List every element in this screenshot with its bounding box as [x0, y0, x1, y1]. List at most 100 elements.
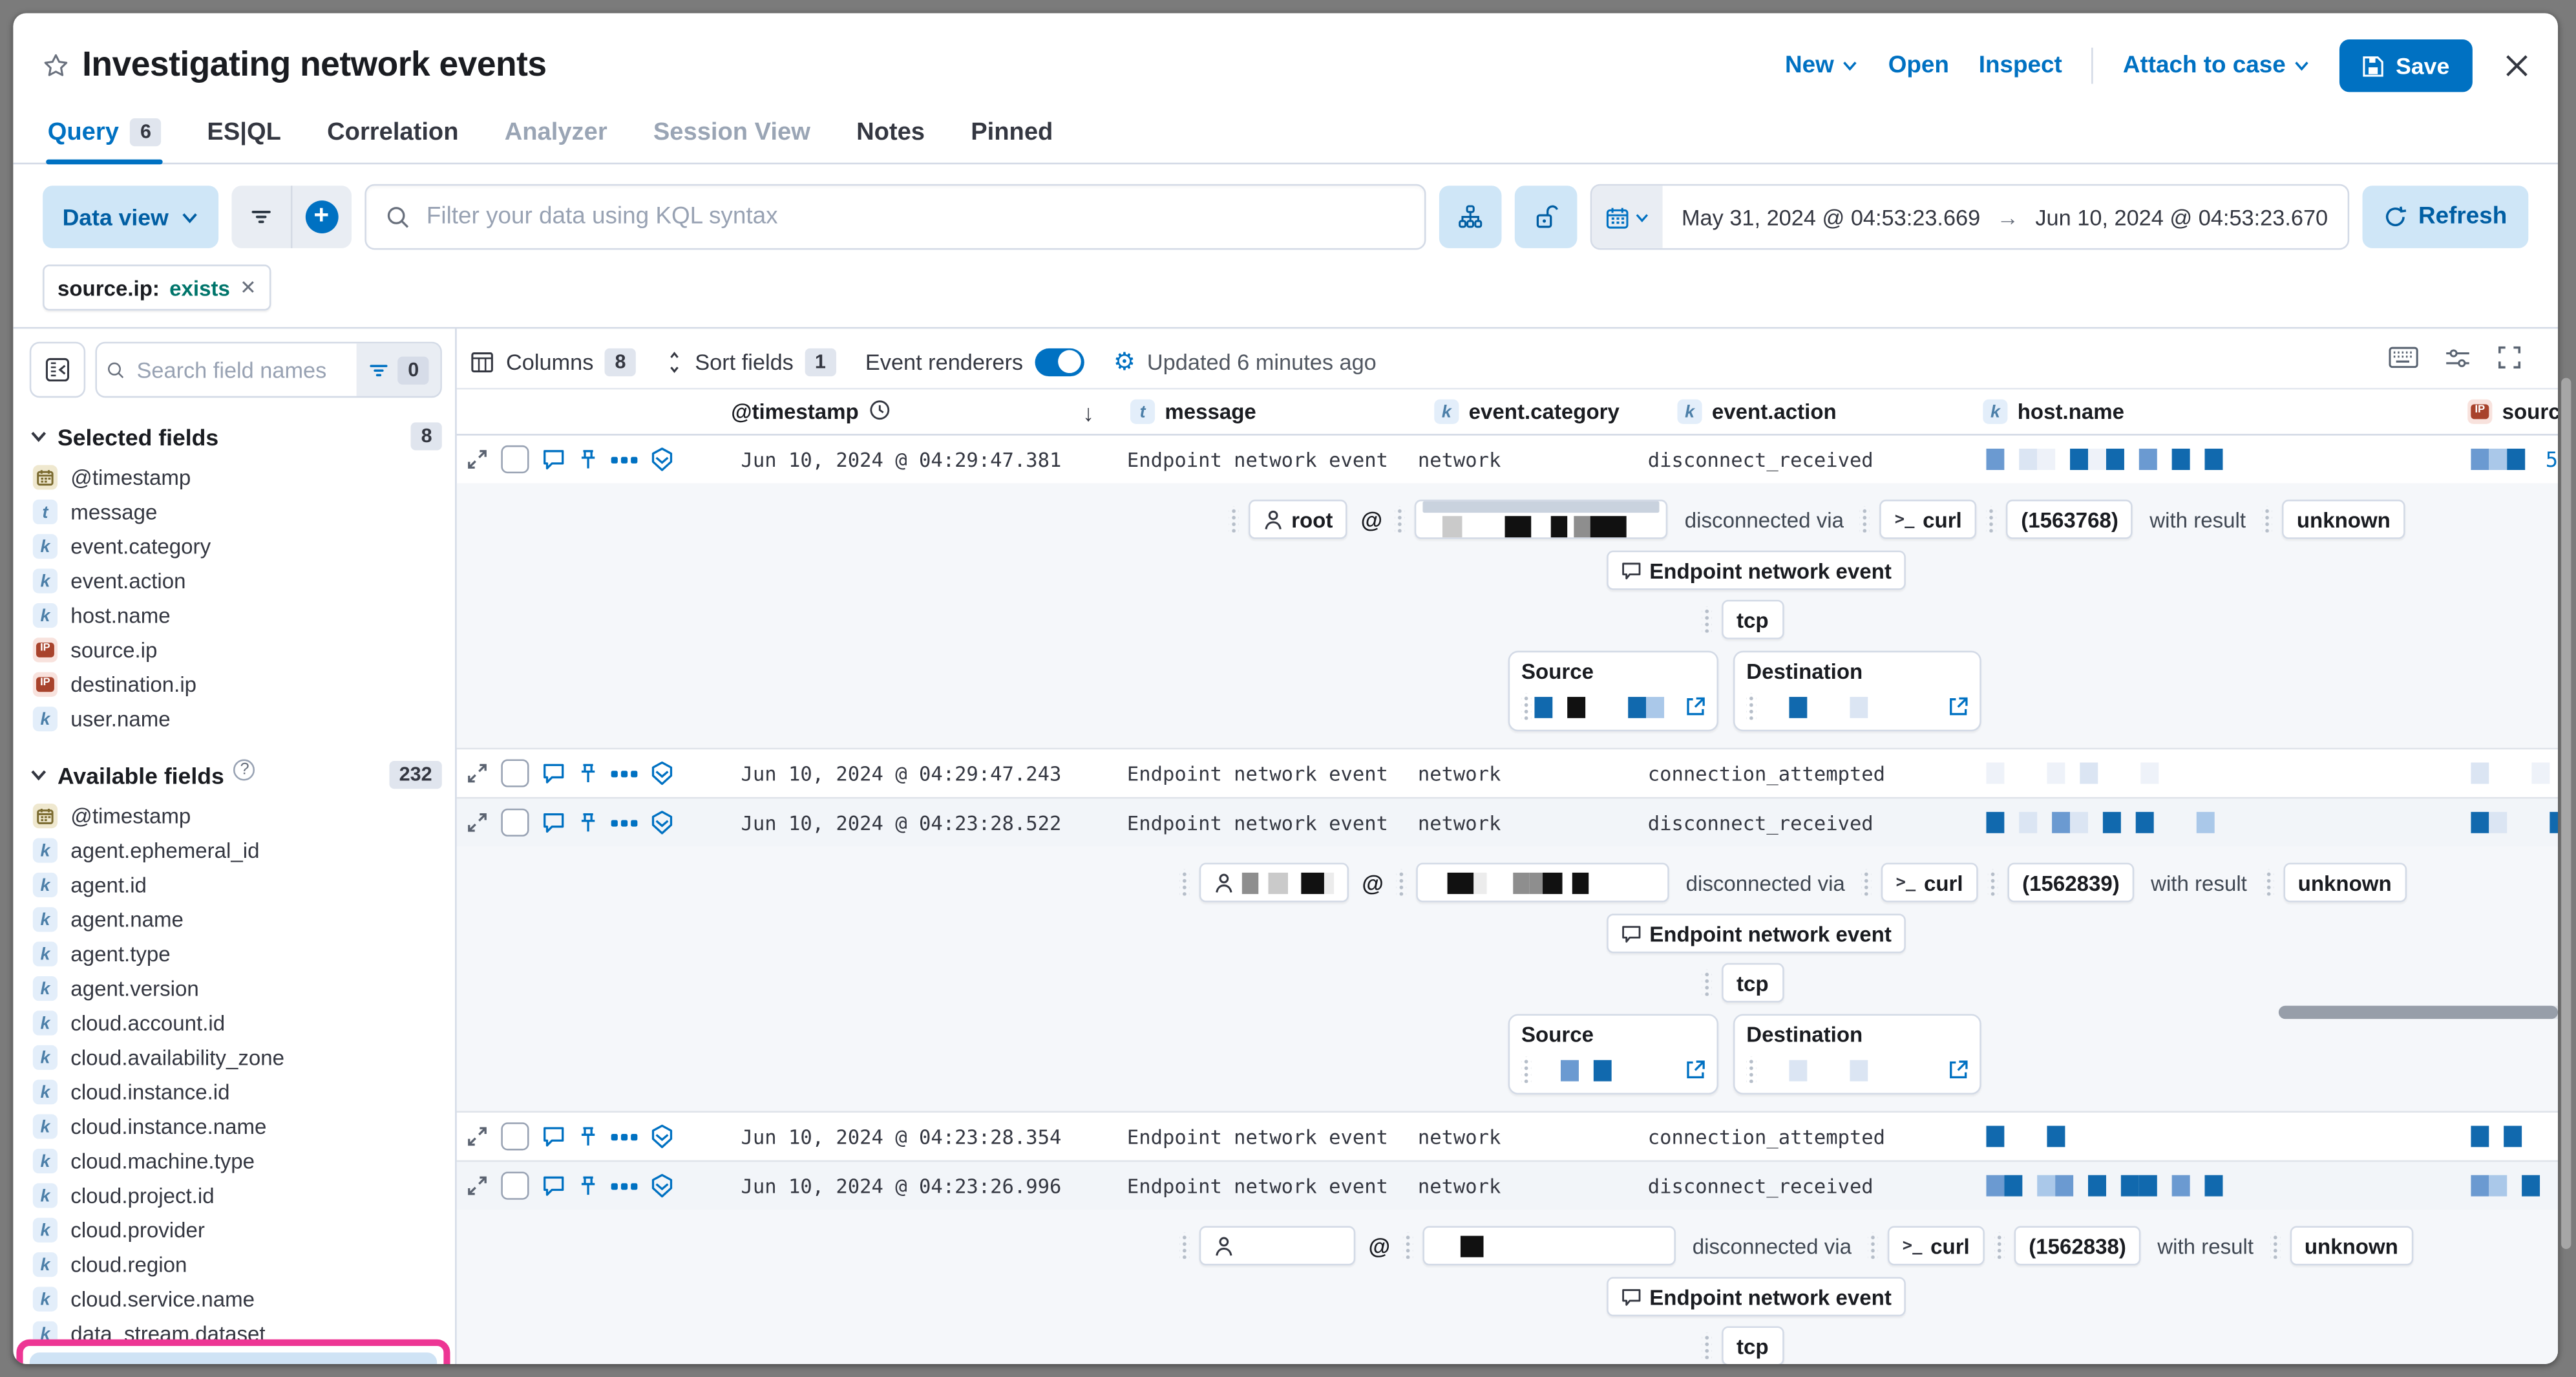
field-search-input[interactable]: [133, 356, 348, 384]
cell-message[interactable]: Endpoint network event: [1126, 762, 1388, 785]
row-checkbox[interactable]: [501, 1171, 529, 1200]
available-field-item[interactable]: k cloud.region: [30, 1247, 442, 1281]
event-renderers-toggle[interactable]: [1034, 347, 1084, 376]
cell-event-category[interactable]: network: [1417, 1125, 1501, 1148]
drag-handle[interactable]: [1179, 1232, 1190, 1259]
pin-event-icon[interactable]: [578, 811, 598, 835]
event-label-badge[interactable]: Endpoint network event: [1607, 1277, 1906, 1317]
sourcerer-icon[interactable]: [1438, 186, 1501, 248]
available-field-item[interactable]: k cloud.project.id: [30, 1179, 442, 1213]
host-badge[interactable]: [1416, 862, 1670, 902]
selected-field-item[interactable]: k event.category: [30, 529, 442, 564]
analyze-event-icon[interactable]: [651, 1124, 674, 1149]
column-header--timestamp[interactable]: @timestamp ↓: [724, 398, 1124, 425]
cell-timestamp[interactable]: Jun 10, 2024 @ 04:23:28.354: [741, 1125, 1062, 1148]
more-actions-icon[interactable]: [611, 1133, 638, 1140]
expand-event-icon[interactable]: [467, 449, 488, 470]
cell-event-action[interactable]: disconnect_received: [1647, 1174, 1874, 1197]
row-checkbox[interactable]: [501, 808, 529, 837]
external-link-icon[interactable]: [1936, 697, 1969, 717]
user-badge[interactable]: [1199, 862, 1349, 902]
inspect-button[interactable]: Inspect: [1978, 52, 2062, 80]
event-label-badge[interactable]: Endpoint network event: [1607, 913, 1906, 954]
result-badge[interactable]: unknown: [2283, 862, 2407, 902]
add-note-icon[interactable]: [542, 812, 565, 833]
drag-handle[interactable]: [1702, 1332, 1712, 1360]
cell-host-name[interactable]: [1940, 811, 2458, 833]
cell-event-category[interactable]: network: [1417, 811, 1501, 835]
selected-field-item[interactable]: k user.name: [30, 701, 442, 736]
add-note-icon[interactable]: [542, 449, 565, 470]
grid-settings-icon[interactable]: [2445, 346, 2471, 377]
column-header-host-name[interactable]: k host.name: [1976, 399, 2461, 424]
expand-event-icon[interactable]: [467, 812, 488, 833]
expand-event-icon[interactable]: [467, 763, 488, 784]
available-field-item[interactable]: k cloud.provider: [30, 1213, 442, 1247]
tab-session-view[interactable]: Session View: [651, 109, 812, 163]
selected-field-item[interactable]: IP source.ip: [30, 633, 442, 667]
pin-event-icon[interactable]: [578, 1125, 598, 1148]
result-badge[interactable]: unknown: [2289, 1226, 2413, 1266]
cell-event-action[interactable]: connection_attempted: [1647, 1125, 1886, 1148]
external-link-icon[interactable]: [1936, 1060, 1969, 1080]
available-field-item[interactable]: k cloud.instance.id: [30, 1075, 442, 1109]
column-header-source-ip[interactable]: IP source.ip: [2461, 399, 2558, 424]
drag-handle[interactable]: [1986, 506, 1997, 533]
available-field-item[interactable]: k agent.ephemeral_id: [30, 833, 442, 868]
horizontal-scrollbar[interactable]: [2278, 1005, 2559, 1019]
host-badge[interactable]: [1415, 499, 1669, 539]
cell-event-action[interactable]: disconnect_received: [1647, 811, 1874, 835]
open-button[interactable]: Open: [1888, 52, 1949, 80]
expand-event-icon[interactable]: [467, 1126, 488, 1147]
drag-handle[interactable]: [2270, 1232, 2280, 1259]
drag-handle[interactable]: [1987, 869, 1998, 896]
unlock-icon[interactable]: [1514, 186, 1577, 248]
cell-host-name[interactable]: [1940, 1175, 2458, 1197]
pid-badge[interactable]: (1562838): [2014, 1226, 2141, 1266]
cell-event-category[interactable]: network: [1417, 447, 1501, 471]
cell-message[interactable]: Endpoint network event: [1126, 447, 1388, 471]
drag-handle[interactable]: [1861, 869, 1872, 896]
available-field-item[interactable]: k cloud.service.name: [30, 1282, 442, 1316]
add-note-icon[interactable]: [542, 1175, 565, 1197]
result-badge[interactable]: unknown: [2281, 499, 2405, 539]
cell-message[interactable]: Endpoint network event: [1126, 1174, 1388, 1197]
expand-event-icon[interactable]: [467, 1175, 488, 1197]
favorite-star-icon[interactable]: [43, 52, 69, 79]
drag-handle[interactable]: [1229, 506, 1239, 533]
keyboard-shortcuts-icon[interactable]: [2389, 347, 2418, 376]
selected-field-item[interactable]: @timestamp: [30, 460, 442, 495]
cell-host-name[interactable]: [1940, 448, 2458, 471]
cell-timestamp[interactable]: Jun 10, 2024 @ 04:23:26.996: [741, 1174, 1062, 1197]
add-filter-button[interactable]: +: [291, 186, 351, 248]
analyze-event-icon[interactable]: [651, 810, 674, 835]
drag-handle[interactable]: [1860, 506, 1870, 533]
cell-message[interactable]: Endpoint network event: [1126, 1125, 1388, 1148]
row-checkbox[interactable]: [501, 445, 529, 474]
gear-icon[interactable]: ⚙: [1113, 348, 1136, 377]
sort-fields-button[interactable]: Sort fields 1: [665, 347, 836, 376]
column-header-message[interactable]: t message: [1124, 399, 1428, 424]
selected-field-item[interactable]: k host.name: [30, 598, 442, 632]
cell-message[interactable]: Endpoint network event: [1126, 811, 1388, 835]
drag-handle[interactable]: [1702, 969, 1712, 996]
drag-handle[interactable]: [1702, 606, 1712, 633]
drag-handle[interactable]: [1521, 1056, 1532, 1083]
pin-event-icon[interactable]: [578, 1174, 598, 1197]
row-checkbox[interactable]: [501, 759, 529, 787]
new-button[interactable]: New: [1785, 52, 1859, 79]
tab-notes[interactable]: Notes: [855, 109, 927, 163]
available-field-item[interactable]: k agent.name: [30, 902, 442, 937]
columns-button[interactable]: Columns 8: [470, 347, 636, 376]
protocol-badge[interactable]: tcp: [1722, 1326, 1784, 1364]
tab-pinned[interactable]: Pinned: [969, 109, 1055, 163]
refresh-button[interactable]: Refresh: [2362, 186, 2529, 248]
pin-event-icon[interactable]: [578, 448, 598, 471]
kql-input[interactable]: [423, 202, 1404, 232]
selected-field-item[interactable]: t message: [30, 495, 442, 529]
external-link-icon[interactable]: [1673, 697, 1705, 717]
vertical-scrollbar[interactable]: [2561, 378, 2571, 1249]
selected-field-item[interactable]: IP destination.ip: [30, 667, 442, 701]
available-field-item[interactable]: k cloud.machine.type: [30, 1144, 442, 1178]
analyze-event-icon[interactable]: [651, 761, 674, 785]
